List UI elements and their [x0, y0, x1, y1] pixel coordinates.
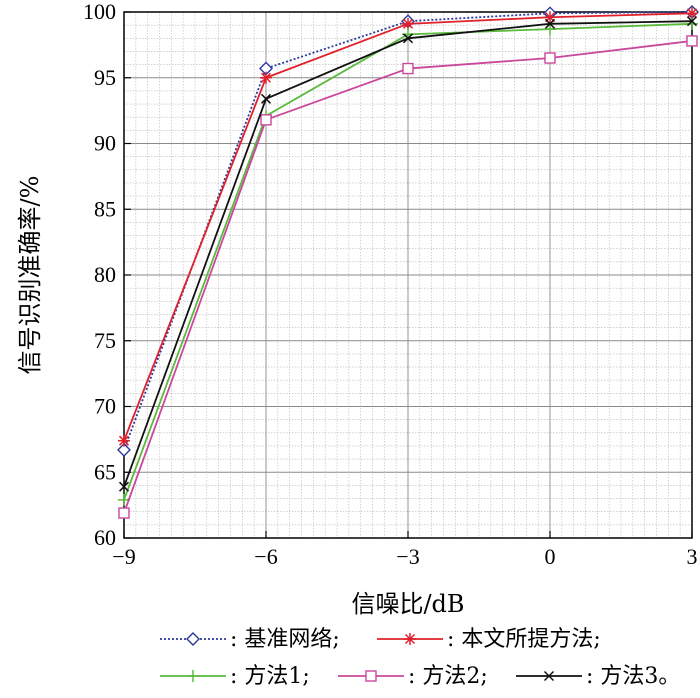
y-tick-label: 65 [94, 459, 116, 484]
marker-stroke [402, 33, 414, 44]
marker-stroke [118, 435, 130, 446]
y-tick-label: 75 [94, 328, 116, 353]
marker-x [402, 33, 414, 44]
marker-square [402, 62, 414, 75]
chart-grid [123, 11, 693, 539]
marker-star [404, 633, 416, 645]
marker-star [118, 434, 130, 447]
marker-stroke [686, 8, 698, 19]
marker-diamond [186, 632, 200, 646]
y-tick-label: 100 [83, 0, 116, 24]
y-tick-label: 60 [94, 525, 116, 550]
marker-stroke [543, 670, 555, 682]
marker-stroke [260, 72, 272, 83]
y-tick-label: 70 [94, 394, 116, 419]
x-tick-label: −6 [254, 544, 277, 569]
marker-stroke [544, 18, 556, 29]
y-axis-title: 信号识别准确率/% [16, 176, 44, 375]
series-4 [118, 35, 698, 519]
legend-label: : 方法1; [230, 664, 310, 689]
marker-plus [187, 670, 199, 682]
series-layer [117, 5, 699, 519]
x-tick-label: −3 [396, 544, 419, 569]
x-axis-title: 信噪比/dB [351, 590, 464, 618]
x-tick-label: −9 [112, 544, 135, 569]
legend-label: : 方法2; [408, 664, 488, 689]
marker-square [544, 52, 556, 64]
marker-diamond [117, 442, 131, 457]
axis-ticks: −9 −6 −3 0 3 60 65 70 75 80 85 90 95 100 [83, 0, 698, 569]
y-tick-label: 80 [94, 262, 116, 287]
marker-plus [544, 23, 556, 36]
y-tick-label: 85 [94, 196, 116, 221]
series-5 [118, 16, 698, 492]
legend-item-2: : 本文所提方法; [377, 627, 601, 652]
x-tick-label: 0 [545, 544, 556, 569]
marker-x [686, 16, 698, 27]
legend-label: : 本文所提方法; [447, 627, 601, 652]
marker-square [686, 35, 698, 47]
legend-item-4: : 方法2; [338, 664, 488, 689]
marker-stroke [260, 93, 272, 104]
marker-plus [686, 17, 698, 30]
marker-stroke [686, 16, 698, 27]
marker-star [686, 7, 698, 20]
series-2 [118, 7, 698, 447]
legend-item-3: : 方法1; [160, 664, 310, 689]
marker-stroke [402, 18, 414, 29]
marker-star [260, 71, 272, 84]
marker-x [118, 481, 130, 492]
marker-stroke [404, 633, 416, 645]
y-tick-label: 90 [94, 131, 116, 156]
marker-stroke [118, 481, 130, 492]
marker-x [544, 18, 556, 29]
marker-star [402, 17, 414, 30]
marker-square [118, 507, 130, 519]
marker-x [543, 670, 555, 682]
y-tick-label: 95 [94, 65, 116, 90]
legend-item-5: : 方法3。 [516, 664, 680, 689]
marker-star [544, 11, 556, 24]
legend-label: : 基准网络; [230, 627, 340, 652]
legend: : 基准网络; : 本文所提方法; : 方法1; : 方法2; : 方法3。 [160, 627, 680, 689]
marker-x [260, 93, 272, 104]
legend-item-1: : 基准网络; [160, 627, 340, 652]
marker-square [365, 670, 377, 682]
legend-label: : 方法3。 [586, 664, 680, 689]
x-tick-label: 3 [687, 544, 698, 569]
marker-square [260, 114, 272, 126]
